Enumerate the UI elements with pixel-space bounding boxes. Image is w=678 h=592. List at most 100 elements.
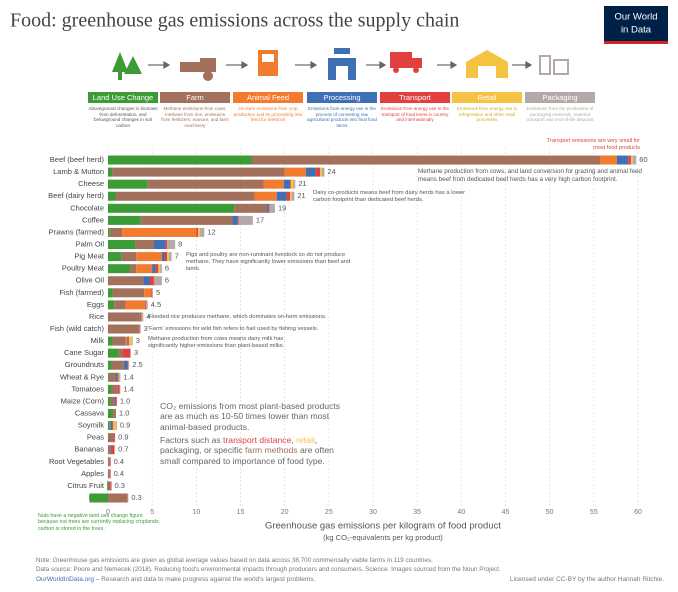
bar-segment: [289, 191, 292, 201]
category-label: Beef (dairy herd): [48, 191, 104, 200]
site-link[interactable]: OurWorldInData.org: [36, 576, 95, 583]
bar-segment: [108, 300, 115, 310]
category-label: Groundnuts: [65, 360, 104, 369]
bar-segment: [108, 191, 116, 201]
bar-segment: [130, 348, 131, 358]
bar-segment: [114, 445, 116, 455]
bar-segment: [108, 179, 148, 189]
category-label: Prawns (farmed): [49, 227, 105, 236]
x-tick-label: 25: [325, 509, 333, 516]
x-tick-label: 40: [457, 509, 465, 516]
tagline: – Research and data to make progress aga…: [94, 576, 316, 583]
bar-segment: [108, 372, 116, 382]
bar-segment: [108, 155, 252, 165]
bar-segment: [108, 433, 115, 443]
category-label: Rice: [89, 312, 104, 321]
bar-segment: [108, 240, 136, 250]
bar-segment: [168, 252, 172, 262]
bar-segment: [167, 252, 169, 262]
bar-segment: [108, 348, 119, 358]
category-label: Lamb & Mutton: [53, 167, 104, 176]
bar-segment: [127, 493, 129, 503]
annotation: Nuts have a negative land use change fig…: [38, 513, 160, 532]
bar-segment: [600, 155, 617, 165]
bar-segment: [123, 348, 131, 358]
x-tick-label: 45: [502, 509, 510, 516]
bar-segment: [127, 336, 129, 346]
bar-segment: [121, 252, 137, 262]
bar-segment: [117, 384, 120, 394]
category-label: Beef (beef herd): [50, 155, 105, 164]
bar-segment: [139, 324, 141, 334]
category-label: Coffee: [82, 215, 104, 224]
category-label: Citrus Fruit: [67, 481, 105, 490]
legend-entry: Farm: [160, 92, 230, 103]
note-part: Factors such as: [160, 435, 224, 445]
x-tick-label: 15: [237, 509, 245, 516]
bar-segment: [145, 300, 148, 310]
bar-segment: [161, 252, 165, 262]
bar-segment: [112, 336, 126, 346]
bar-segment: [125, 336, 128, 346]
bar-segment: [196, 227, 199, 237]
footer-source: Data source: Poore and Nemecek (2018). R…: [36, 566, 501, 573]
bar-segment: [138, 324, 140, 334]
chart-title: Food: greenhouse gas emissions across th…: [10, 10, 459, 32]
bar-segment: [113, 421, 116, 431]
bar-segment: [115, 191, 255, 201]
annotation: Transport emissions are very small for m…: [546, 138, 640, 151]
bar-segment: [128, 360, 130, 370]
bar-segment: [129, 336, 132, 346]
total-label: 1.0: [120, 396, 130, 405]
stage-description: Aboveground changes in biomass from defo…: [88, 106, 158, 129]
bar-segment: [158, 264, 161, 274]
bar-segment: [284, 167, 306, 177]
legend-entry: Land Use Change: [88, 92, 158, 103]
note-part: retail: [296, 435, 315, 445]
bar-segment: [135, 240, 154, 250]
total-label: 0.4: [114, 469, 124, 478]
bar-segment: [108, 445, 111, 455]
bar-segment: [152, 288, 154, 298]
bar-segment: [108, 336, 113, 346]
bar-segment: [108, 469, 110, 479]
bar-segment: [112, 421, 114, 431]
bar-segment: [289, 179, 291, 189]
legend-entry: Processing: [307, 92, 377, 103]
stage-description: Emissions from the production of packagi…: [526, 106, 594, 123]
logo-text: in Data: [621, 25, 652, 36]
bar-segment: [108, 421, 110, 431]
bar-segment: [115, 409, 116, 419]
logo-text: Our World: [614, 12, 657, 23]
bar-segment: [118, 372, 120, 382]
note-part: , packaging, or specific: [160, 435, 318, 456]
total-label: 21: [297, 191, 305, 200]
category-label: Palm Oil: [76, 240, 105, 249]
bar-segment: [108, 360, 112, 370]
note-part: transport distance: [223, 435, 292, 445]
x-tick-label: 55: [590, 509, 598, 516]
bar-segment: [293, 179, 296, 189]
bar-segment: [108, 312, 140, 322]
bar-segment: [276, 191, 287, 201]
bar-segment: [108, 324, 139, 334]
x-tick-label: 5: [150, 509, 154, 516]
bar-segment: [108, 457, 110, 467]
total-label: 3: [136, 336, 140, 345]
annotation: CO₂ emissions from most plant-based prod…: [160, 401, 341, 432]
category-label: Cheese: [78, 179, 104, 188]
bar-segment: [108, 396, 111, 406]
category-label: Peas: [87, 433, 104, 442]
bar-segment: [123, 360, 128, 370]
bar-segment: [268, 203, 270, 213]
bar-segment: [112, 167, 285, 177]
bar-segment: [89, 493, 108, 503]
bar-segment: [283, 179, 290, 189]
bar-segment: [286, 191, 290, 201]
bar-segment: [320, 167, 322, 177]
bar-segment: [107, 481, 108, 491]
total-label: 3: [144, 324, 148, 333]
bar-segment: [198, 227, 200, 237]
total-label: 0.7: [118, 445, 128, 454]
